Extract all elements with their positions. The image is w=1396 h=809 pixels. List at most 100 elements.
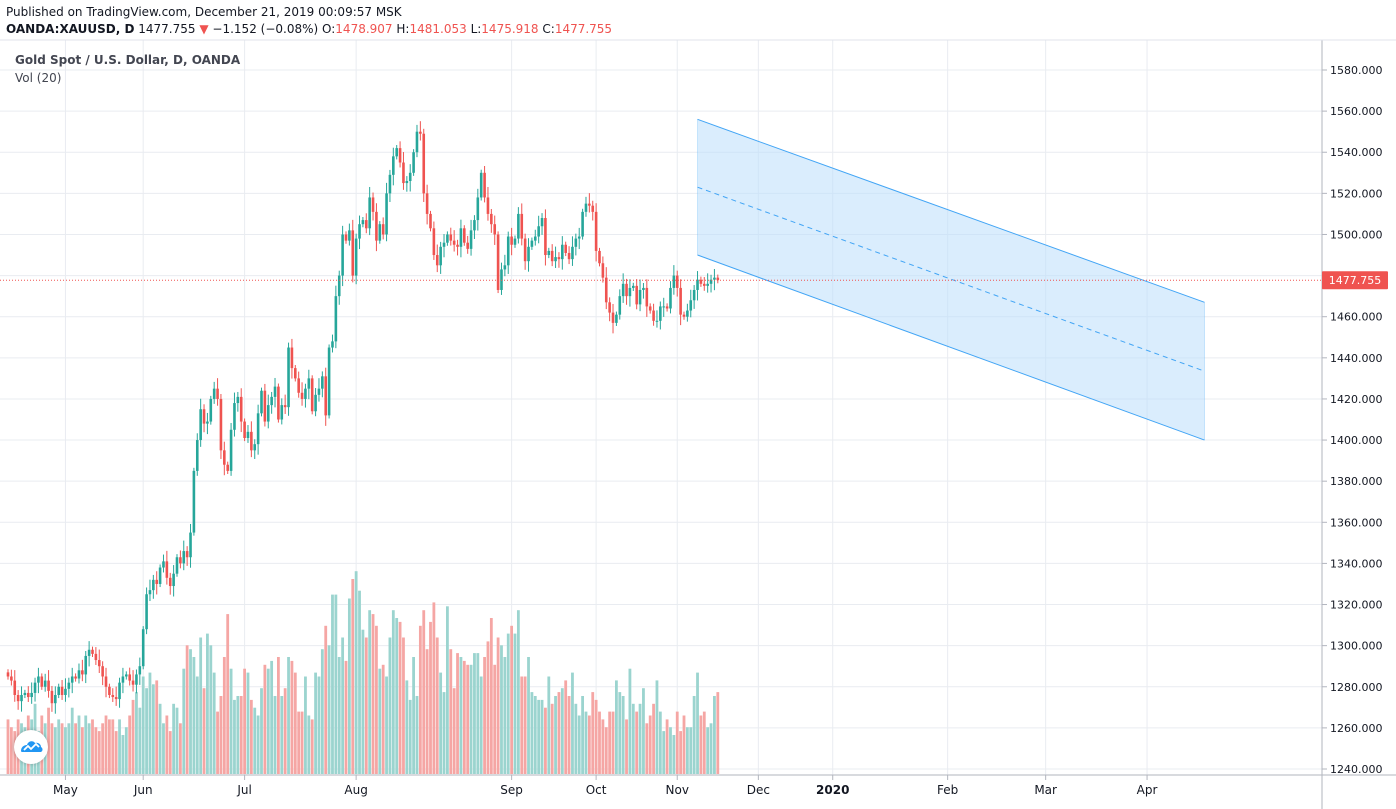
candle-body bbox=[348, 230, 351, 241]
candle-body bbox=[402, 162, 405, 184]
candle-body bbox=[449, 234, 453, 241]
volume-bar bbox=[638, 703, 642, 774]
volume-bar bbox=[175, 707, 179, 774]
volume-bar bbox=[94, 727, 98, 774]
candle-body bbox=[351, 230, 355, 276]
candle-body bbox=[628, 287, 632, 297]
volume-bar bbox=[675, 711, 679, 774]
candle-body bbox=[185, 551, 189, 558]
volume-bar bbox=[108, 719, 111, 774]
high-value: 1481.053 bbox=[409, 22, 467, 36]
candle-body bbox=[381, 224, 385, 235]
candle-body bbox=[334, 296, 338, 342]
channel-fill bbox=[697, 119, 1205, 441]
candle-body bbox=[64, 688, 67, 695]
candle-body bbox=[199, 409, 202, 441]
published-info: Published on TradingView.com, December 2… bbox=[6, 5, 402, 19]
volume-bar bbox=[209, 645, 213, 774]
volume-bar bbox=[574, 703, 578, 774]
volume-bar bbox=[80, 727, 84, 774]
candle-body bbox=[277, 386, 280, 420]
candle-body bbox=[385, 193, 388, 235]
candle-body bbox=[287, 347, 290, 408]
volume-bar bbox=[216, 711, 219, 774]
y-tick-label: 1460.000 bbox=[1330, 311, 1383, 324]
volume-bar bbox=[364, 637, 368, 774]
candle-body bbox=[557, 257, 561, 260]
volume-bar bbox=[699, 715, 703, 774]
candle-body bbox=[13, 680, 17, 695]
candle-body bbox=[689, 300, 693, 311]
candle-body bbox=[141, 629, 145, 667]
volume-bar bbox=[128, 715, 132, 774]
volume-bar bbox=[375, 625, 378, 774]
volume-bar bbox=[104, 715, 108, 774]
volume-bar bbox=[466, 664, 470, 774]
candle-body bbox=[625, 283, 628, 297]
close-label: C: bbox=[542, 22, 555, 36]
candle-body bbox=[577, 236, 581, 239]
candle-body bbox=[635, 285, 638, 305]
candle-body bbox=[74, 676, 77, 679]
volume-bar bbox=[222, 657, 226, 774]
candle-body bbox=[253, 444, 257, 451]
candle-body bbox=[165, 561, 169, 578]
candle-body bbox=[148, 590, 152, 595]
volume-bar bbox=[324, 625, 328, 774]
candle-body bbox=[290, 347, 294, 369]
volume-bar bbox=[391, 610, 395, 774]
candle-body bbox=[456, 244, 459, 247]
parallel-channel[interactable] bbox=[697, 118, 1205, 441]
candle-body bbox=[50, 690, 54, 704]
candle-body bbox=[364, 220, 368, 229]
volume-bar bbox=[665, 719, 669, 774]
y-tick-label: 1380.000 bbox=[1330, 475, 1383, 488]
volume-indicator-label[interactable]: Vol (20) bbox=[15, 71, 62, 85]
volume-bar bbox=[615, 680, 618, 774]
candle-body bbox=[202, 409, 206, 424]
volume-bar bbox=[178, 723, 182, 774]
x-tick-label: Sep bbox=[500, 783, 523, 797]
symbol-label[interactable]: OANDA:XAUUSD, D bbox=[6, 22, 135, 36]
candle-body bbox=[679, 287, 682, 315]
candle-body bbox=[94, 653, 98, 661]
volume-bar bbox=[260, 688, 263, 774]
candle-body bbox=[310, 378, 314, 412]
volume-bar bbox=[64, 727, 67, 774]
candle-body bbox=[392, 156, 395, 175]
open-value: 1478.907 bbox=[335, 22, 393, 36]
volume-bar bbox=[151, 684, 155, 774]
candle-body bbox=[30, 692, 33, 698]
candle-body bbox=[459, 228, 463, 247]
volume-bar bbox=[462, 660, 466, 774]
candle-body bbox=[571, 246, 574, 260]
candle-body bbox=[598, 250, 601, 264]
candle-body bbox=[547, 250, 551, 256]
volume-bar bbox=[692, 696, 696, 774]
candle-body bbox=[642, 287, 645, 290]
candle-body bbox=[354, 238, 358, 276]
volume-bar bbox=[304, 676, 307, 774]
volume-bar bbox=[469, 664, 473, 774]
candle-body bbox=[70, 676, 74, 683]
y-tick-label: 1240.000 bbox=[1330, 763, 1383, 776]
volume-bar bbox=[50, 723, 54, 774]
candle-body bbox=[182, 551, 186, 564]
volume-bar bbox=[473, 653, 476, 774]
volume-bar bbox=[121, 735, 125, 774]
x-tick-label: Apr bbox=[1137, 783, 1158, 797]
candle-body bbox=[682, 314, 686, 317]
candle-body bbox=[239, 396, 243, 422]
candle-body bbox=[108, 686, 111, 695]
volume-bar bbox=[398, 621, 402, 774]
volume-bar bbox=[6, 719, 10, 774]
candle-body bbox=[226, 464, 229, 471]
candle-body bbox=[709, 279, 713, 284]
candle-body bbox=[273, 386, 277, 397]
candle-body bbox=[138, 666, 142, 675]
volume-bar bbox=[9, 727, 13, 774]
last-price-badge: 1477.755 bbox=[1322, 271, 1388, 290]
candle-body bbox=[442, 242, 446, 247]
channel-upper-line bbox=[697, 118, 1205, 303]
